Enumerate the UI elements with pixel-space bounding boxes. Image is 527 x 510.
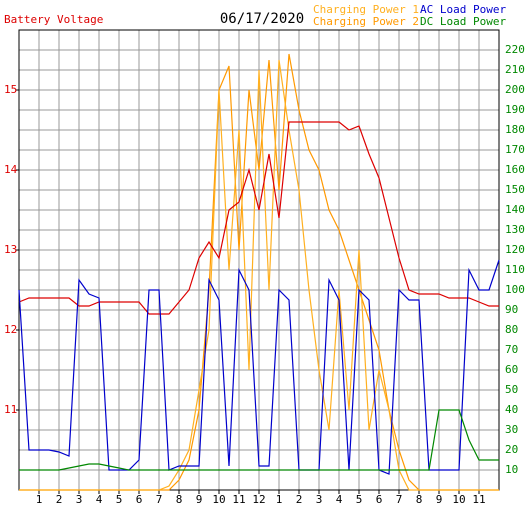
y2-tick-label: 160 bbox=[505, 163, 525, 176]
x-tick-label: 4 bbox=[96, 493, 103, 506]
y2-tick-label: 220 bbox=[505, 43, 525, 56]
y-tick-label: 13 bbox=[4, 243, 17, 256]
y2-tick-label: 40 bbox=[505, 403, 518, 416]
x-tick-label: 4 bbox=[336, 493, 343, 506]
x-tick-label: 11 bbox=[472, 493, 485, 506]
legend-entry: Charging Power 1 bbox=[313, 3, 419, 16]
y2-tick-label: 20 bbox=[505, 443, 518, 456]
y2-tick-label: 170 bbox=[505, 143, 525, 156]
series-line bbox=[18, 259, 500, 475]
y2-tick-label: 30 bbox=[505, 423, 518, 436]
x-tick-label: 10 bbox=[212, 493, 225, 506]
y2-tick-label: 150 bbox=[505, 183, 525, 196]
y2-tick-label: 190 bbox=[505, 103, 525, 116]
y-tick-label: 11 bbox=[4, 403, 17, 416]
x-tick-label: 6 bbox=[136, 493, 143, 506]
y2-tick-label: 180 bbox=[505, 123, 525, 136]
x-tick-label: 5 bbox=[356, 493, 363, 506]
y2-tick-label: 200 bbox=[505, 83, 525, 96]
x-tick-label: 3 bbox=[76, 493, 83, 506]
chart-title: 06/17/2020 bbox=[220, 11, 304, 27]
x-tick-label: 12 bbox=[252, 493, 265, 506]
x-tick-label: 1 bbox=[36, 493, 43, 506]
y2-tick-label: 60 bbox=[505, 363, 518, 376]
x-tick-label: 7 bbox=[396, 493, 403, 506]
x-tick-label: 9 bbox=[436, 493, 443, 506]
x-tick-label: 2 bbox=[56, 493, 63, 506]
y2-tick-label: 120 bbox=[505, 243, 525, 256]
y2-tick-label: 80 bbox=[505, 323, 518, 336]
x-tick-label: 7 bbox=[156, 493, 163, 506]
y2-tick-label: 10 bbox=[505, 463, 518, 476]
x-tick-label: 8 bbox=[176, 493, 183, 506]
y2-tick-label: 130 bbox=[505, 223, 525, 236]
y-tick-label: 15 bbox=[4, 83, 17, 96]
y-tick-label: 12 bbox=[4, 323, 17, 336]
x-tick-label: 1 bbox=[276, 493, 283, 506]
y-tick-label: 14 bbox=[4, 163, 18, 176]
y2-tick-label: 100 bbox=[505, 283, 525, 296]
y2-tick-label: 70 bbox=[505, 343, 518, 356]
y2-tick-label: 140 bbox=[505, 203, 525, 216]
x-tick-label: 2 bbox=[296, 493, 303, 506]
x-tick-label: 11 bbox=[232, 493, 245, 506]
y2-tick-label: 50 bbox=[505, 383, 518, 396]
legend-entry: AC Load Power bbox=[420, 3, 506, 16]
x-tick-label: 5 bbox=[116, 493, 123, 506]
x-tick-label: 9 bbox=[196, 493, 203, 506]
y2-tick-label: 210 bbox=[505, 63, 525, 76]
legend-entry: DC Load Power bbox=[420, 15, 506, 28]
series-line bbox=[19, 59, 499, 491]
y2-tick-label: 110 bbox=[505, 263, 525, 276]
x-tick-label: 6 bbox=[376, 493, 383, 506]
left-axis-label: Battery Voltage bbox=[4, 13, 103, 26]
x-tick-label: 8 bbox=[416, 493, 423, 506]
y2-tick-label: 90 bbox=[505, 303, 518, 316]
series-line bbox=[19, 409, 499, 471]
x-tick-label: 10 bbox=[452, 493, 465, 506]
legend-entry: Charging Power 2 bbox=[313, 15, 419, 28]
x-tick-label: 3 bbox=[316, 493, 323, 506]
